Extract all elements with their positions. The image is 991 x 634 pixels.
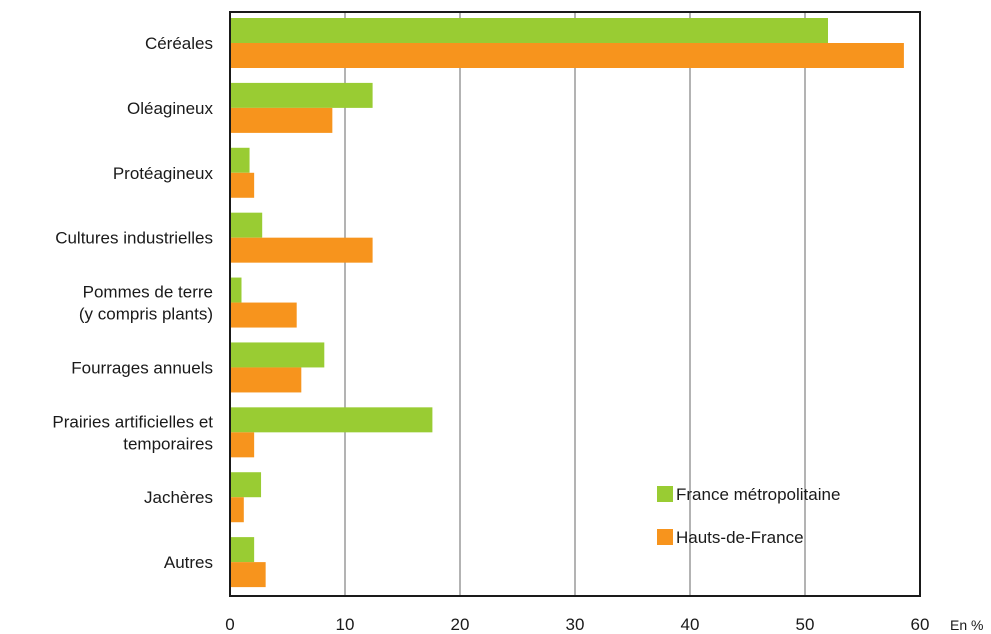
legend-swatch <box>657 486 673 502</box>
x-tick-label: 30 <box>566 615 585 634</box>
bar-france-metropolitaine <box>230 407 433 433</box>
bars <box>230 18 904 588</box>
category-label: Cultures industrielles <box>55 229 213 248</box>
bar-france-metropolitaine <box>230 82 373 108</box>
bar-france-metropolitaine <box>230 472 262 498</box>
x-tick-label: 50 <box>796 615 815 634</box>
bar-hauts-de-france <box>230 302 297 328</box>
bar-france-metropolitaine <box>230 212 263 238</box>
legend-label: France métropolitaine <box>676 485 840 504</box>
bar-hauts-de-france <box>230 237 373 263</box>
gridlines <box>344 12 806 596</box>
x-tick-label: 40 <box>681 615 700 634</box>
legend-swatch <box>657 529 673 545</box>
category-label: Protéagineux <box>113 164 214 183</box>
x-tick-label: 60 <box>911 615 930 634</box>
category-label: Oléagineux <box>127 99 214 118</box>
x-tick-label: 0 <box>225 615 234 634</box>
bar-france-metropolitaine <box>230 342 325 368</box>
bar-france-metropolitaine <box>230 537 255 563</box>
category-label: Autres <box>164 553 213 572</box>
bar-france-metropolitaine <box>230 147 250 173</box>
bar-hauts-de-france <box>230 172 255 198</box>
legend-label: Hauts-de-France <box>676 528 804 547</box>
plot-frame <box>229 11 921 597</box>
category-labels: Céréales Oléagineux Protéagineux Cultures i… <box>52 34 213 572</box>
bar-hauts-de-france <box>230 367 302 393</box>
bar-france-metropolitaine <box>230 18 828 43</box>
category-label: Fourrages annuels <box>71 358 213 377</box>
bar-hauts-de-france <box>230 107 333 133</box>
category-label: (y compris plants) <box>79 305 213 324</box>
category-label: Jachères <box>144 488 213 507</box>
legend: France métropolitaine Hauts-de-France <box>657 485 840 547</box>
x-tick-label: 10 <box>336 615 355 634</box>
bar-hauts-de-france <box>230 432 255 458</box>
category-label: temporaires <box>123 434 213 453</box>
x-axis-unit: En % <box>950 617 983 633</box>
bar-hauts-de-france <box>230 43 904 68</box>
bar-hauts-de-france <box>230 562 266 588</box>
category-label: Céréales <box>145 34 213 53</box>
category-label: Prairies artificielles et <box>52 412 213 431</box>
x-axis-ticks: 0 10 20 30 40 50 60 <box>225 615 929 634</box>
category-label: Pommes de terre <box>83 283 213 302</box>
bar-france-metropolitaine <box>230 277 242 303</box>
x-tick-label: 20 <box>451 615 470 634</box>
bar-hauts-de-france <box>230 497 244 523</box>
